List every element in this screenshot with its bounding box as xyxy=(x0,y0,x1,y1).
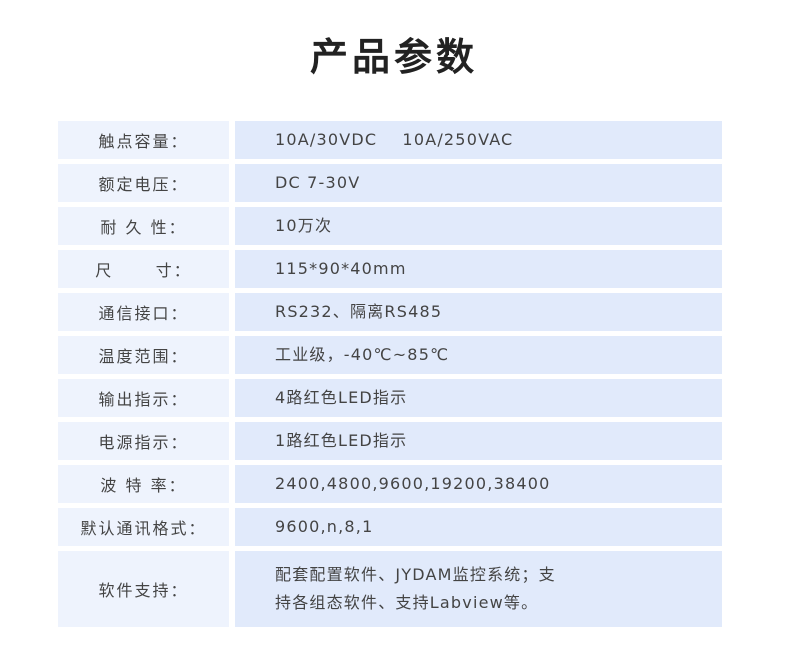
spec-row-durability: 耐 久 性： 10万次 xyxy=(58,207,722,245)
spec-row-size: 尺 寸： 115*90*40mm xyxy=(58,250,722,288)
spec-label: 软件支持： xyxy=(58,551,229,627)
spec-table: 触点容量： 10A/30VDC 10A/250VAC 额定电压： DC 7-30V … xyxy=(58,121,722,632)
spec-value-text: 4路红色LED指示 xyxy=(275,388,408,407)
spec-value-text: 2400,4800,9600,19200,38400 xyxy=(275,474,551,493)
spec-row-output-indicator: 输出指示： 4路红色LED指示 xyxy=(58,379,722,417)
spec-value-text: 10万次 xyxy=(275,216,333,235)
spec-value-text: 115*90*40mm xyxy=(275,259,407,278)
spec-value-text: 9600,n,8,1 xyxy=(275,517,374,536)
spec-label: 温度范围： xyxy=(58,336,229,374)
spec-row-software: 软件支持： 配套配置软件、JYDAM监控系统；支 持各组态软件、支持Labview… xyxy=(58,551,722,627)
spec-row-power-indicator: 电源指示： 1路红色LED指示 xyxy=(58,422,722,460)
spec-value: 10A/30VDC 10A/250VAC xyxy=(235,121,722,159)
spec-value: DC 7-30V xyxy=(235,164,722,202)
spec-label: 默认通讯格式： xyxy=(58,508,229,546)
spec-row-temperature: 温度范围： 工业级，-40℃~85℃ xyxy=(58,336,722,374)
spec-label: 触点容量： xyxy=(58,121,229,159)
spec-value: 2400,4800,9600,19200,38400 xyxy=(235,465,722,503)
spec-value: 4路红色LED指示 xyxy=(235,379,722,417)
spec-value: 1路红色LED指示 xyxy=(235,422,722,460)
spec-row-default-format: 默认通讯格式： 9600,n,8,1 xyxy=(58,508,722,546)
spec-value-text: 1路红色LED指示 xyxy=(275,431,408,450)
spec-label: 电源指示： xyxy=(58,422,229,460)
spec-value: 工业级，-40℃~85℃ xyxy=(235,336,722,374)
page-title: 产品参数 xyxy=(309,35,478,79)
spec-value-text: DC 7-30V xyxy=(275,173,361,192)
spec-value: 9600,n,8,1 xyxy=(235,508,722,546)
spec-row-rated-voltage: 额定电压： DC 7-30V xyxy=(58,164,722,202)
spec-row-contact-capacity: 触点容量： 10A/30VDC 10A/250VAC xyxy=(58,121,722,159)
spec-value-text: 配套配置软件、JYDAM监控系统；支 持各组态软件、支持Labview等。 xyxy=(275,565,556,612)
spec-value-text: 工业级，-40℃~85℃ xyxy=(275,345,450,364)
spec-label: 波 特 率： xyxy=(58,465,229,503)
spec-row-interface: 通信接口： RS232、隔离RS485 xyxy=(58,293,722,331)
spec-label: 额定电压： xyxy=(58,164,229,202)
spec-label-text: 尺 寸： xyxy=(95,261,192,280)
spec-value: 10万次 xyxy=(235,207,722,245)
spec-label: 尺 寸： xyxy=(58,250,229,288)
spec-value: RS232、隔离RS485 xyxy=(235,293,722,331)
spec-value-text: 10A/30VDC 10A/250VAC xyxy=(275,130,514,149)
spec-value-text: RS232、隔离RS485 xyxy=(275,302,443,321)
spec-value: 115*90*40mm xyxy=(235,250,722,288)
spec-row-baud-rate: 波 特 率： 2400,4800,9600,19200,38400 xyxy=(58,465,722,503)
spec-label: 耐 久 性： xyxy=(58,207,229,245)
spec-label: 输出指示： xyxy=(58,379,229,417)
spec-value: 配套配置软件、JYDAM监控系统；支 持各组态软件、支持Labview等。 xyxy=(235,551,722,627)
spec-label: 通信接口： xyxy=(58,293,229,331)
